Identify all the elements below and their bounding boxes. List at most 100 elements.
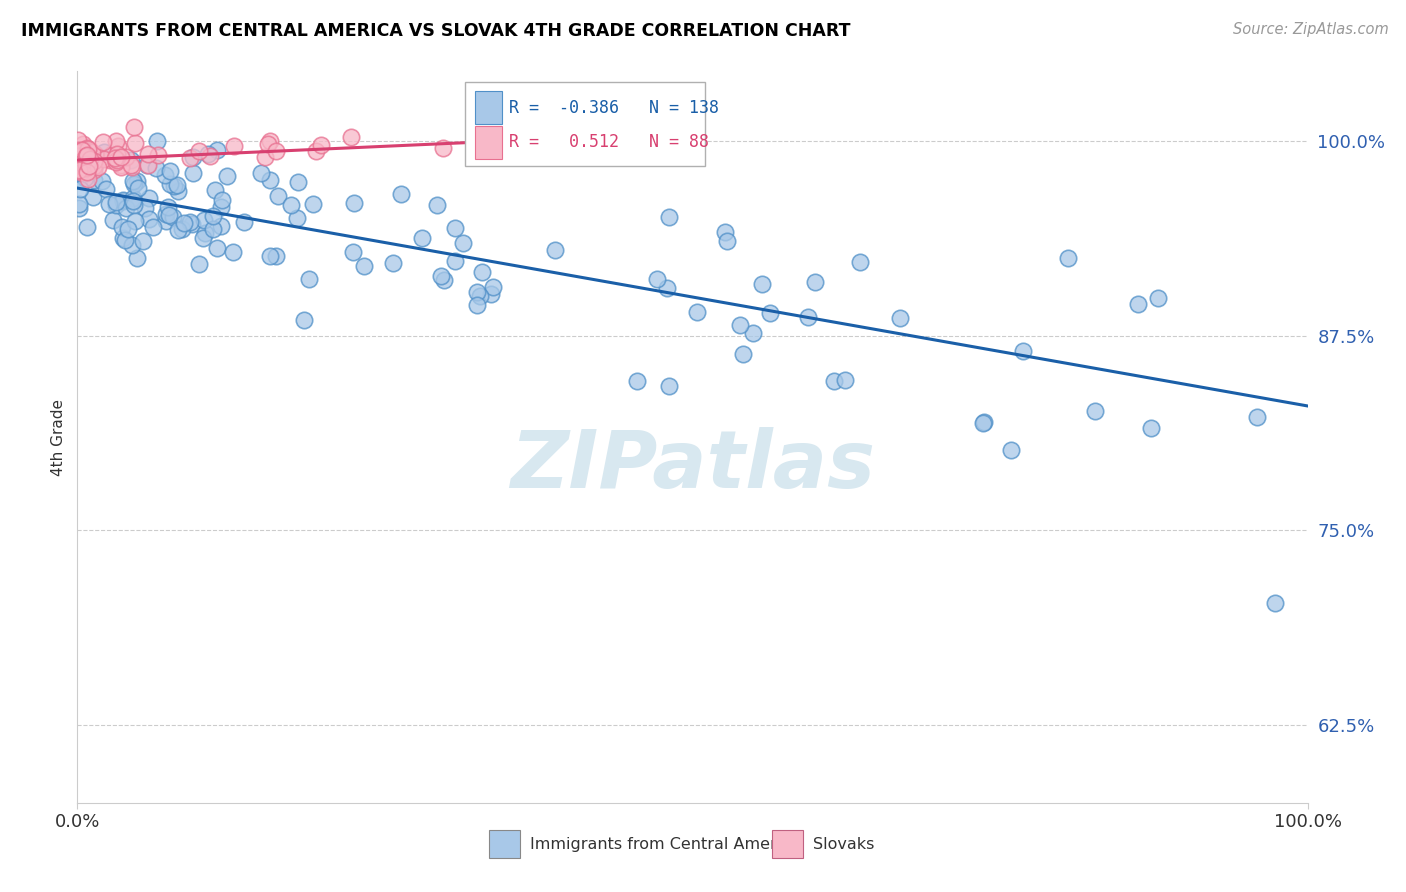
Point <box>714 225 737 239</box>
Point <box>889 311 911 326</box>
Point <box>76 165 98 179</box>
Point <box>70 144 93 158</box>
Point <box>201 222 224 236</box>
Point <box>115 201 138 215</box>
Point <box>73 161 96 176</box>
Point <box>759 305 782 319</box>
Point <box>125 174 148 188</box>
Point <box>1084 404 1107 418</box>
Point <box>146 148 169 162</box>
Point <box>66 133 89 147</box>
Point <box>657 210 679 224</box>
Point <box>259 134 281 148</box>
Point <box>253 150 276 164</box>
Point <box>67 201 90 215</box>
Point <box>66 152 89 166</box>
Point <box>204 183 226 197</box>
Point <box>93 153 115 167</box>
Point <box>76 220 98 235</box>
Point <box>544 244 567 258</box>
Point <box>797 310 820 325</box>
Point <box>211 194 233 208</box>
Point <box>104 153 127 167</box>
Point <box>72 161 94 176</box>
Point <box>127 180 149 194</box>
Point <box>426 198 449 212</box>
Point <box>80 158 103 172</box>
Point <box>70 159 93 173</box>
Point <box>76 141 98 155</box>
Point <box>69 150 91 164</box>
Point <box>67 152 90 166</box>
Point <box>202 209 225 223</box>
Point <box>67 173 90 187</box>
Point <box>181 166 204 180</box>
Point <box>162 210 184 224</box>
Point <box>91 135 114 149</box>
Point <box>75 161 97 175</box>
Point <box>76 144 98 158</box>
FancyBboxPatch shape <box>772 830 803 858</box>
Point <box>67 148 90 162</box>
Point <box>304 144 326 158</box>
Point <box>479 286 502 301</box>
Point <box>70 165 93 179</box>
Point <box>67 158 90 172</box>
Point <box>120 158 142 172</box>
Point <box>82 190 104 204</box>
Point <box>179 151 201 165</box>
Point <box>110 220 132 235</box>
Point <box>107 138 129 153</box>
Point <box>751 277 773 292</box>
Point <box>121 237 143 252</box>
Point <box>433 273 456 287</box>
Point <box>110 158 132 172</box>
Point <box>157 200 180 214</box>
Point <box>120 153 142 167</box>
Point <box>804 275 827 289</box>
Point <box>256 137 278 152</box>
Point <box>163 179 186 194</box>
Point <box>91 174 114 188</box>
Point <box>194 226 217 240</box>
Text: Slovaks: Slovaks <box>813 837 875 852</box>
Point <box>110 160 132 174</box>
FancyBboxPatch shape <box>465 82 704 167</box>
Point <box>558 127 581 141</box>
Point <box>112 193 135 207</box>
Point <box>138 212 160 227</box>
Point <box>353 260 375 274</box>
Point <box>1140 421 1163 435</box>
Point <box>159 178 181 192</box>
Point <box>481 280 503 294</box>
Point <box>66 143 89 157</box>
Point <box>193 212 215 227</box>
Point <box>98 196 121 211</box>
Point <box>834 373 856 387</box>
Point <box>83 153 105 168</box>
Point <box>66 145 89 160</box>
Point <box>105 147 128 161</box>
Point <box>430 269 453 284</box>
Point <box>153 168 176 182</box>
Point <box>1000 442 1022 457</box>
Point <box>72 136 94 151</box>
Point <box>657 378 679 392</box>
Point <box>77 159 100 173</box>
Point <box>83 173 105 187</box>
Point <box>83 163 105 178</box>
Point <box>188 257 211 271</box>
Point <box>114 150 136 164</box>
Point <box>70 160 93 174</box>
Point <box>1012 343 1035 358</box>
Point <box>67 163 90 178</box>
Point <box>124 120 146 134</box>
Text: R =   0.512   N = 88: R = 0.512 N = 88 <box>509 133 709 152</box>
Point <box>134 201 156 215</box>
Point <box>207 241 229 255</box>
Point <box>1264 596 1286 610</box>
FancyBboxPatch shape <box>475 126 502 159</box>
Point <box>69 158 91 172</box>
Point <box>70 165 93 179</box>
Text: IMMIGRANTS FROM CENTRAL AMERICA VS SLOVAK 4TH GRADE CORRELATION CHART: IMMIGRANTS FROM CENTRAL AMERICA VS SLOVA… <box>21 22 851 40</box>
